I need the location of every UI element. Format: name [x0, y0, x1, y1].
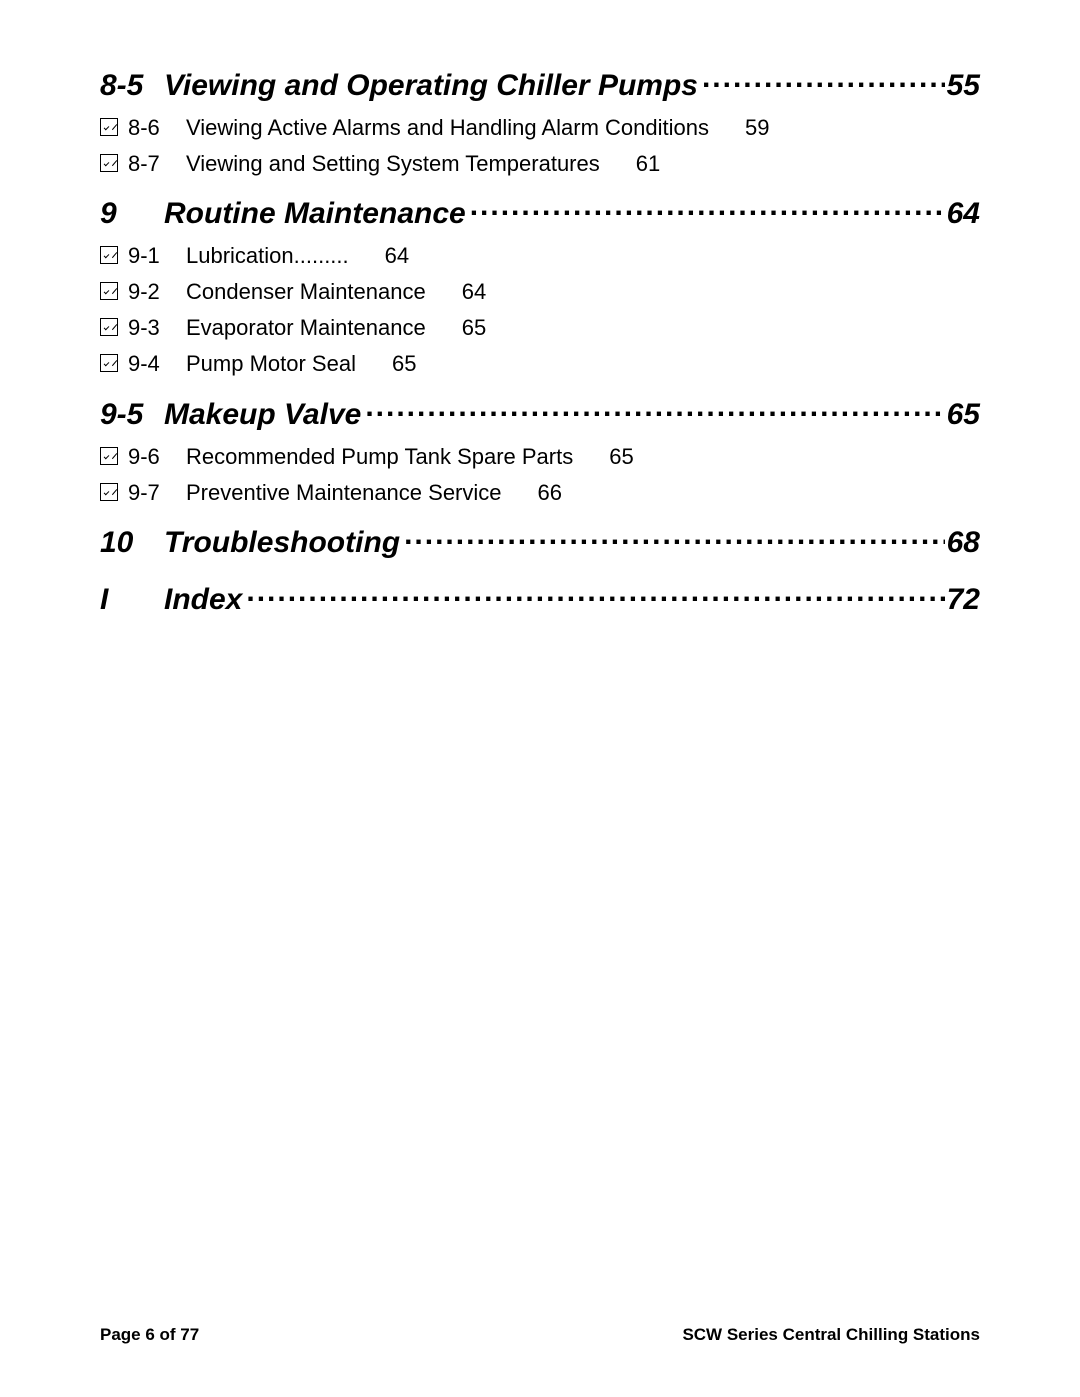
toc-section-heading: 8-5Viewing and Operating Chiller Pumps 55: [100, 60, 980, 103]
toc-sub-number: 9-6: [128, 446, 186, 468]
toc-sub-title: Recommended Pump Tank Spare Parts: [186, 446, 585, 468]
toc-sub-number: 9-1: [128, 245, 186, 267]
page: 8-5Viewing and Operating Chiller Pumps 55…: [0, 0, 1080, 1397]
toc-sub-title: Preventive Maintenance Service: [186, 482, 514, 504]
checkbox-checked-icon: [100, 246, 118, 264]
toc-sub-number: 9-4: [128, 353, 186, 375]
toc-sub-entry: 9-1Lubrication.........64: [100, 245, 980, 267]
toc-sub-page: 65: [368, 353, 416, 375]
toc-section-title: Viewing and Operating Chiller Pumps: [164, 69, 698, 103]
toc-section-title: Makeup Valve: [164, 398, 361, 432]
toc-section-page: 65: [947, 398, 980, 432]
toc-sub-entry: 8-6Viewing Active Alarms and Handling Al…: [100, 117, 980, 139]
toc-sub-title: Viewing and Setting System Temperatures: [186, 153, 612, 175]
toc-sub-number: 8-6: [128, 117, 186, 139]
toc-sub-entry: 9-4Pump Motor Seal65: [100, 353, 980, 375]
toc-section-heading: IIndex 72: [100, 574, 980, 617]
toc-dot-leader: [470, 189, 945, 224]
checkbox-checked-icon: [100, 118, 118, 136]
toc-section-heading: 9-5Makeup Valve 65: [100, 389, 980, 432]
checkbox-checked-icon: [100, 154, 118, 172]
toc-section-page: 64: [947, 197, 980, 231]
toc-sub-title: Lubrication.........: [186, 245, 361, 267]
toc-section-title: Index: [164, 583, 242, 617]
checkbox-checked-icon: [100, 483, 118, 501]
toc-sub-page: 61: [612, 153, 660, 175]
page-footer: Page 6 of 77 SCW Series Central Chilling…: [100, 1325, 980, 1345]
toc-section-number: 9: [100, 197, 164, 231]
toc-sub-page: 59: [721, 117, 769, 139]
toc-section-page: 55: [947, 69, 980, 103]
toc-section-number: I: [100, 583, 164, 617]
toc-section-number: 9-5: [100, 398, 164, 432]
footer-doc-title: SCW Series Central Chilling Stations: [682, 1325, 980, 1345]
toc-dot-leader: [246, 574, 944, 609]
toc-section-number: 10: [100, 526, 164, 560]
toc-sub-page: 64: [361, 245, 409, 267]
checkbox-checked-icon: [100, 447, 118, 465]
checkbox-checked-icon: [100, 282, 118, 300]
checkbox-checked-icon: [100, 354, 118, 372]
toc-sub-title: Condenser Maintenance: [186, 281, 438, 303]
toc-dot-leader: [365, 389, 944, 424]
footer-page-number: Page 6 of 77: [100, 1325, 199, 1345]
toc-sub-page: 64: [438, 281, 486, 303]
toc-sub-page: 66: [514, 482, 562, 504]
toc-sub-number: 9-2: [128, 281, 186, 303]
toc-sub-page: 65: [585, 446, 633, 468]
toc-sub-number: 8-7: [128, 153, 186, 175]
checkbox-checked-icon: [100, 318, 118, 336]
toc-section-number: 8-5: [100, 69, 164, 103]
toc-dot-leader: [404, 518, 945, 553]
toc-sub-entry: 9-6Recommended Pump Tank Spare Parts65: [100, 446, 980, 468]
toc-section-heading: 9Routine Maintenance 64: [100, 189, 980, 232]
toc-sub-number: 9-3: [128, 317, 186, 339]
toc-sub-page: 65: [438, 317, 486, 339]
toc-sub-entry: 9-7Preventive Maintenance Service66: [100, 482, 980, 504]
table-of-contents: 8-5Viewing and Operating Chiller Pumps 55…: [100, 60, 980, 617]
toc-dot-leader: [702, 60, 945, 95]
toc-section-title: Troubleshooting: [164, 526, 400, 560]
toc-section-page: 68: [947, 526, 980, 560]
toc-section-page: 72: [947, 583, 980, 617]
toc-sub-number: 9-7: [128, 482, 186, 504]
toc-sub-title: Viewing Active Alarms and Handling Alarm…: [186, 117, 721, 139]
toc-section-heading: 10Troubleshooting 68: [100, 518, 980, 561]
toc-sub-entry: 8-7Viewing and Setting System Temperatur…: [100, 153, 980, 175]
toc-sub-title: Pump Motor Seal: [186, 353, 368, 375]
toc-section-title: Routine Maintenance: [164, 197, 466, 231]
toc-sub-entry: 9-3Evaporator Maintenance65: [100, 317, 980, 339]
toc-sub-title: Evaporator Maintenance: [186, 317, 438, 339]
toc-sub-entry: 9-2Condenser Maintenance64: [100, 281, 980, 303]
